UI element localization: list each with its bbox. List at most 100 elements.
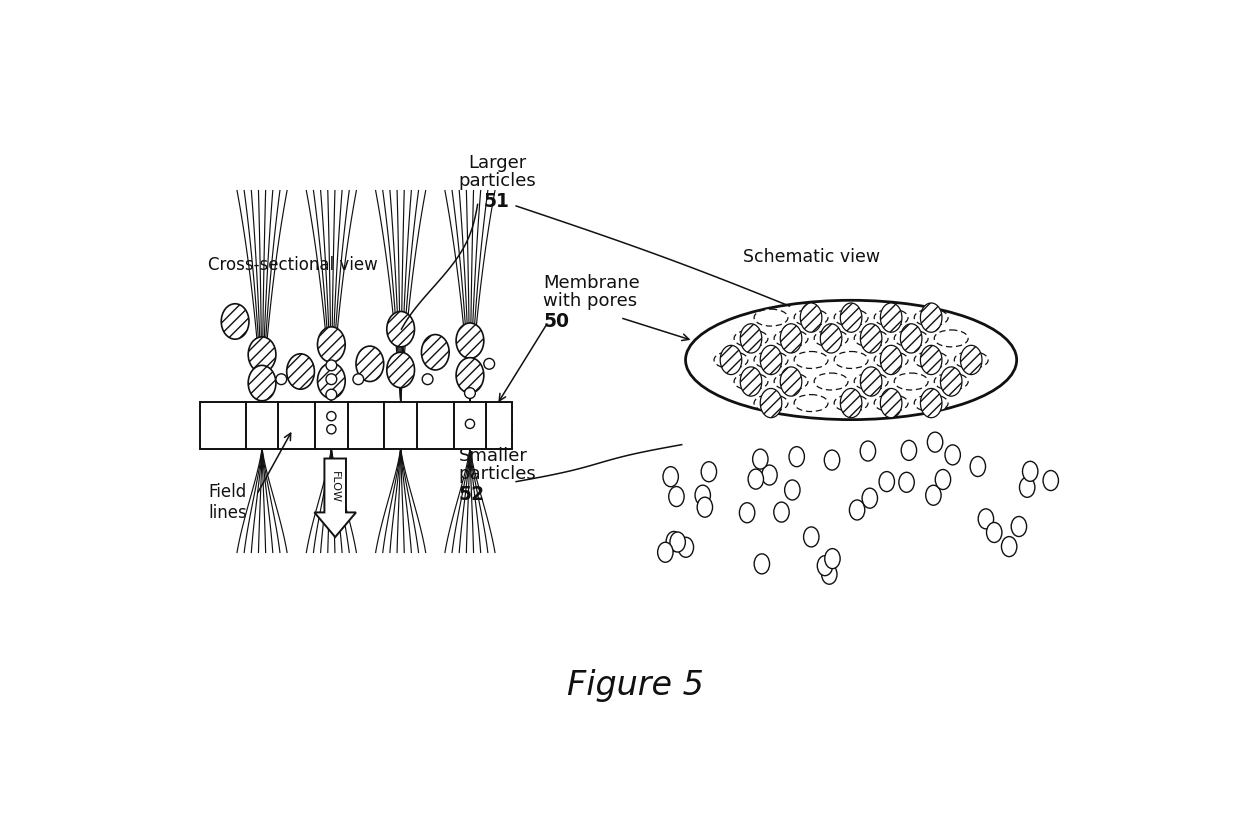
Ellipse shape bbox=[663, 467, 678, 487]
Ellipse shape bbox=[854, 330, 888, 347]
Ellipse shape bbox=[748, 469, 764, 489]
Ellipse shape bbox=[794, 394, 828, 411]
Ellipse shape bbox=[789, 447, 805, 467]
Ellipse shape bbox=[1002, 537, 1017, 556]
Ellipse shape bbox=[780, 367, 802, 396]
Ellipse shape bbox=[940, 367, 962, 396]
Ellipse shape bbox=[356, 346, 383, 381]
Text: Cross-sectional view: Cross-sectional view bbox=[208, 256, 378, 274]
Ellipse shape bbox=[794, 309, 828, 326]
Ellipse shape bbox=[961, 345, 982, 375]
Ellipse shape bbox=[668, 487, 684, 506]
Ellipse shape bbox=[835, 394, 868, 411]
Circle shape bbox=[353, 374, 363, 384]
Text: particles: particles bbox=[458, 172, 536, 190]
Bar bbox=[417, 402, 454, 448]
Circle shape bbox=[326, 360, 337, 371]
Ellipse shape bbox=[697, 497, 713, 517]
Ellipse shape bbox=[935, 470, 951, 489]
Ellipse shape bbox=[841, 389, 862, 418]
Circle shape bbox=[465, 388, 475, 398]
Text: Figure 5: Figure 5 bbox=[567, 669, 704, 703]
Ellipse shape bbox=[696, 485, 711, 506]
Text: 51: 51 bbox=[484, 192, 510, 211]
Ellipse shape bbox=[920, 389, 942, 418]
Ellipse shape bbox=[657, 542, 673, 562]
Ellipse shape bbox=[920, 345, 942, 375]
Ellipse shape bbox=[822, 564, 837, 584]
Ellipse shape bbox=[248, 366, 277, 401]
Ellipse shape bbox=[785, 480, 800, 500]
Ellipse shape bbox=[666, 532, 682, 551]
Ellipse shape bbox=[825, 549, 841, 569]
Circle shape bbox=[326, 389, 337, 400]
Ellipse shape bbox=[815, 330, 848, 347]
Ellipse shape bbox=[753, 449, 768, 469]
Text: Field
lines: Field lines bbox=[208, 483, 247, 522]
Circle shape bbox=[484, 358, 495, 369]
Bar bbox=[201, 402, 246, 448]
Ellipse shape bbox=[914, 309, 949, 326]
Text: Smaller: Smaller bbox=[459, 447, 527, 465]
Ellipse shape bbox=[861, 441, 875, 461]
Circle shape bbox=[277, 374, 286, 384]
Ellipse shape bbox=[686, 300, 1017, 420]
Circle shape bbox=[465, 420, 475, 429]
Circle shape bbox=[422, 374, 433, 384]
Ellipse shape bbox=[835, 309, 868, 326]
Ellipse shape bbox=[720, 345, 742, 375]
Ellipse shape bbox=[874, 309, 908, 326]
Ellipse shape bbox=[821, 324, 842, 353]
Ellipse shape bbox=[761, 465, 777, 485]
Text: Membrane: Membrane bbox=[543, 274, 640, 292]
Ellipse shape bbox=[901, 440, 916, 461]
Ellipse shape bbox=[804, 527, 818, 547]
Ellipse shape bbox=[920, 303, 942, 332]
Ellipse shape bbox=[861, 367, 882, 396]
Ellipse shape bbox=[934, 330, 968, 347]
Bar bbox=[347, 402, 384, 448]
Bar bbox=[454, 402, 486, 448]
Text: Larger: Larger bbox=[467, 154, 526, 172]
Ellipse shape bbox=[286, 354, 315, 389]
Bar bbox=[201, 402, 246, 448]
Ellipse shape bbox=[734, 373, 768, 390]
Ellipse shape bbox=[739, 503, 755, 523]
Ellipse shape bbox=[714, 352, 748, 368]
Ellipse shape bbox=[701, 461, 717, 482]
Ellipse shape bbox=[754, 309, 787, 326]
Text: 50: 50 bbox=[543, 312, 569, 331]
Text: FLOW: FLOW bbox=[330, 471, 340, 503]
Bar bbox=[278, 402, 315, 448]
Ellipse shape bbox=[456, 323, 484, 358]
Ellipse shape bbox=[774, 373, 808, 390]
Ellipse shape bbox=[841, 303, 862, 332]
Ellipse shape bbox=[760, 389, 781, 418]
Ellipse shape bbox=[945, 445, 961, 465]
Bar bbox=[315, 402, 347, 448]
Ellipse shape bbox=[928, 432, 942, 452]
Ellipse shape bbox=[825, 450, 839, 470]
Ellipse shape bbox=[794, 352, 828, 368]
Ellipse shape bbox=[926, 485, 941, 506]
Ellipse shape bbox=[849, 500, 864, 520]
Ellipse shape bbox=[800, 303, 822, 332]
Ellipse shape bbox=[862, 488, 878, 508]
Ellipse shape bbox=[880, 303, 901, 332]
Ellipse shape bbox=[1011, 516, 1027, 537]
Ellipse shape bbox=[880, 345, 901, 375]
Ellipse shape bbox=[955, 352, 988, 368]
Ellipse shape bbox=[900, 324, 921, 353]
Ellipse shape bbox=[678, 537, 693, 557]
Ellipse shape bbox=[760, 345, 781, 375]
Ellipse shape bbox=[1019, 478, 1035, 497]
Ellipse shape bbox=[754, 554, 770, 574]
Ellipse shape bbox=[817, 555, 833, 576]
Ellipse shape bbox=[734, 330, 768, 347]
Ellipse shape bbox=[894, 373, 928, 390]
Bar bbox=[246, 402, 278, 448]
Ellipse shape bbox=[774, 502, 789, 522]
Ellipse shape bbox=[815, 373, 848, 390]
Ellipse shape bbox=[248, 337, 277, 372]
Ellipse shape bbox=[914, 394, 949, 411]
